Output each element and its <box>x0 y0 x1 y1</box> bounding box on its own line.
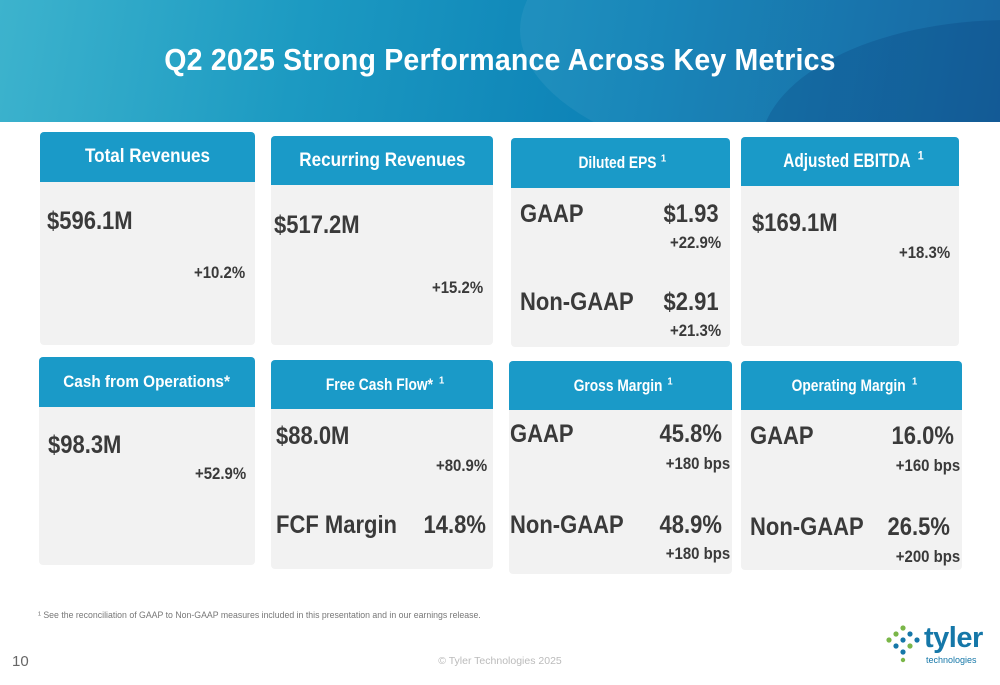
total-revenues-change: +10.2% <box>193 263 245 282</box>
tyler-logo-mark-icon <box>886 625 920 663</box>
eps-nongaap-label: Non-GAAP <box>520 288 634 316</box>
card-header: Total Revenues <box>40 132 255 182</box>
card-total-revenues: Total Revenues $596.1M +10.2% <box>40 132 255 345</box>
gross-gaap-value: 45.8% <box>659 420 722 448</box>
cash-ops-value: $98.3M <box>48 431 122 459</box>
copyright: © Tyler Technologies 2025 <box>438 655 562 667</box>
opmargin-gaap-label: GAAP <box>750 422 814 450</box>
page-number: 10 <box>12 653 29 670</box>
eps-gaap-value: $1.93 <box>663 200 719 228</box>
eps-nongaap-change: +21.3% <box>669 321 721 340</box>
gross-gaap-label: GAAP <box>510 420 574 448</box>
card-operating-margin: Operating Margin 1 GAAP 16.0% +160 bps No… <box>741 361 962 570</box>
gross-nongaap-value: 48.9% <box>659 511 722 539</box>
fcf-change: +80.9% <box>435 456 487 475</box>
card-cash-from-operations: Cash from Operations* $98.3M +52.9% <box>39 357 255 565</box>
eps-gaap-change: +22.9% <box>669 233 721 252</box>
opmargin-gaap-change: +160 bps <box>895 456 960 475</box>
fcf-margin-label: FCF Margin <box>276 511 397 539</box>
total-revenues-value: $596.1M <box>47 207 133 235</box>
card-header: Gross Margin 1 <box>509 361 732 410</box>
ebitda-change: +18.3% <box>898 243 950 262</box>
card-gross-margin: Gross Margin 1 GAAP 45.8% +180 bps Non-GA… <box>509 361 732 574</box>
gross-nongaap-label: Non-GAAP <box>510 511 624 539</box>
fcf-margin-value: 14.8% <box>423 511 486 539</box>
card-header: Cash from Operations* <box>39 357 255 407</box>
recurring-revenues-value: $517.2M <box>274 211 360 239</box>
card-recurring-revenues: Recurring Revenues $517.2M +15.2% <box>271 136 493 345</box>
cash-ops-change: +52.9% <box>194 464 246 483</box>
card-free-cash-flow: Free Cash Flow* 1 $88.0M +80.9% FCF Margi… <box>271 360 493 569</box>
footnote: ¹ See the reconciliation of GAAP to Non-… <box>38 610 481 621</box>
fcf-value: $88.0M <box>276 422 350 450</box>
gross-gaap-change: +180 bps <box>665 454 730 473</box>
page-title: Q2 2025 Strong Performance Across Key Me… <box>164 42 836 77</box>
recurring-revenues-change: +15.2% <box>431 278 483 297</box>
gross-nongaap-change: +180 bps <box>665 544 730 563</box>
card-diluted-eps: Diluted EPS 1 GAAP $1.93 +22.9% Non-GAAP … <box>511 138 730 347</box>
card-header: Free Cash Flow* 1 <box>271 360 493 409</box>
ebitda-value: $169.1M <box>752 209 838 237</box>
card-header: Operating Margin 1 <box>741 361 962 410</box>
opmargin-nongaap-label: Non-GAAP <box>750 513 864 541</box>
opmargin-nongaap-value: 26.5% <box>887 513 950 541</box>
tyler-logo: tyler technologies <box>884 622 984 668</box>
card-header: Recurring Revenues <box>271 136 493 185</box>
opmargin-gaap-value: 16.0% <box>891 422 954 450</box>
eps-gaap-label: GAAP <box>520 200 584 228</box>
title-banner: Q2 2025 Strong Performance Across Key Me… <box>0 0 1000 122</box>
card-header: Adjusted EBITDA 1 <box>741 137 959 186</box>
logo-wordmark: tyler <box>924 622 983 654</box>
card-adjusted-ebitda: Adjusted EBITDA 1 $169.1M +18.3% <box>741 137 959 346</box>
card-header: Diluted EPS 1 <box>511 138 730 188</box>
opmargin-nongaap-change: +200 bps <box>895 547 960 566</box>
eps-nongaap-value: $2.91 <box>663 288 719 316</box>
logo-subtitle: technologies <box>926 655 977 665</box>
